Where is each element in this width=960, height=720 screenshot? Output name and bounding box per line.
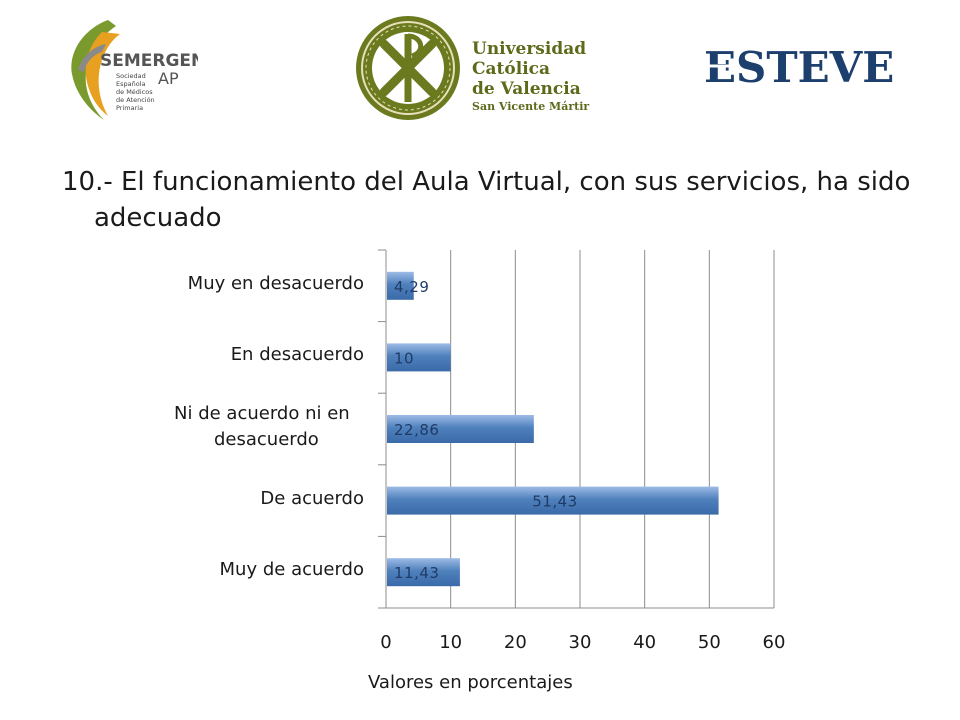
category-label: Muy de acuerdo	[114, 557, 364, 583]
ucv-line-2: Católica	[472, 59, 550, 79]
x-tick-labels: 0 10 20 30 40 50 60	[380, 632, 785, 653]
data-label: 10	[394, 349, 414, 367]
category-label: De acuerdo	[114, 486, 364, 512]
semergen-subtitle-3: de Médicos	[116, 88, 153, 96]
x-axis-title: Valores en porcentajes	[368, 672, 573, 693]
bar	[387, 486, 719, 515]
ucv-line-1: Universidad	[472, 39, 586, 59]
category-label-line: Ni de acuerdo ni en	[174, 403, 350, 424]
bar	[387, 343, 451, 372]
bars	[387, 271, 719, 587]
esteve-logo: ESTEVE	[700, 36, 900, 92]
bar	[387, 271, 414, 300]
category-label: Muy en desacuerdo	[114, 271, 364, 297]
semergen-subtitle-2: Española	[116, 80, 146, 88]
semergen-subtitle-5: Primaria	[116, 104, 143, 112]
category-label: En desacuerdo	[114, 342, 364, 368]
x-tick-label: 20	[504, 632, 527, 653]
ucv-line-3: de Valencia	[472, 79, 581, 99]
ucv-seal-icon	[356, 16, 460, 120]
category-label-line: De acuerdo	[260, 487, 364, 509]
x-tick-label: 40	[633, 632, 656, 653]
bar	[387, 558, 460, 587]
semergen-logo: SEMERGEN AP Sociedad Española de Médicos…	[58, 16, 205, 124]
semergen-suffix: AP	[158, 69, 179, 88]
x-tick-label: 30	[569, 632, 592, 653]
x-tick-label: 60	[763, 632, 786, 653]
data-label: 22,86	[394, 421, 439, 439]
category-label-line: En desacuerdo	[230, 344, 364, 366]
semergen-subtitle-4: de Atención	[116, 96, 155, 104]
x-tick-label: 10	[439, 632, 462, 653]
bar-chart: 4,29 10 22,86 51,43 11,43 0 10 20 30 40 50 60	[378, 249, 785, 653]
category-label-line: desacuerdo	[214, 429, 319, 450]
slide-title-line-1: 10.- El funcionamiento del Aula Virtual,…	[62, 167, 911, 197]
bar	[387, 415, 534, 443]
esteve-name: ESTEVE	[704, 43, 894, 92]
semergen-subtitle-1: Sociedad	[116, 72, 146, 80]
x-tick-label: 50	[698, 632, 721, 653]
axes	[378, 249, 774, 609]
semergen-name: SEMERGEN	[100, 51, 198, 71]
category-label-line: Muy de acuerdo	[219, 559, 364, 581]
slide-title: 10.- El funcionamiento del Aula Virtual,…	[62, 164, 922, 236]
data-label: 11,43	[394, 564, 439, 582]
category-label: Ni de acuerdo ni en desacuerdo	[174, 401, 374, 453]
x-tick-label: 0	[380, 632, 391, 653]
slide-title-line-2: adecuado	[94, 203, 222, 233]
category-label-line: Muy en desacuerdo	[187, 272, 364, 294]
ucv-logo: Universidad Católica de Valencia San Vic…	[352, 14, 592, 124]
data-labels: 4,29 10 22,86 51,43 11,43	[394, 278, 577, 582]
data-label: 4,29	[394, 278, 429, 296]
ucv-line-4: San Vicente Mártir	[472, 100, 589, 113]
data-label: 51,43	[532, 493, 577, 511]
